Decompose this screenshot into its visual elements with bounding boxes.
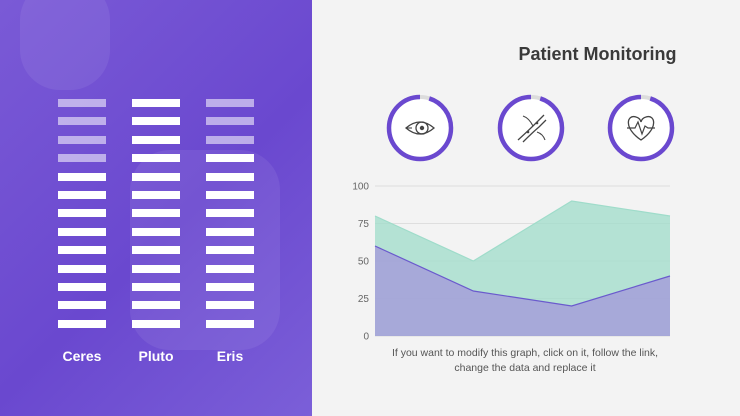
level-bar <box>206 172 254 181</box>
level-bar <box>206 282 254 291</box>
area-chart[interactable]: 0 25 50 75 100 <box>340 176 680 351</box>
level-bar <box>58 190 106 199</box>
blood-vessel-icon <box>517 114 547 143</box>
level-bar <box>58 154 106 163</box>
level-bar <box>132 264 180 273</box>
level-bar <box>206 227 254 236</box>
level-bar <box>206 246 254 255</box>
level-bar <box>206 117 254 126</box>
series-area-2 <box>375 246 670 336</box>
level-bar <box>132 301 180 310</box>
heart-rate-icon <box>627 115 655 141</box>
level-bar <box>132 117 180 126</box>
y-tick-label: 75 <box>358 219 370 230</box>
level-bar <box>132 99 180 107</box>
level-bar <box>132 209 180 218</box>
level-bar <box>58 227 106 236</box>
y-tick-label: 0 <box>363 332 369 343</box>
level-bar <box>206 135 254 144</box>
eye-icon <box>405 121 435 135</box>
y-tick-label: 50 <box>358 257 370 268</box>
level-bar <box>58 117 106 126</box>
level-bar <box>58 319 106 328</box>
left-panel: Ceres Pluto Eris <box>0 0 312 416</box>
level-bar <box>58 99 106 107</box>
level-bar <box>58 209 106 218</box>
level-bar <box>58 172 106 181</box>
level-bar <box>132 172 180 181</box>
column-label: Pluto <box>138 348 174 364</box>
level-bar <box>132 319 180 328</box>
background-photo <box>20 0 110 90</box>
level-bar <box>206 301 254 310</box>
level-bar <box>206 99 254 107</box>
column-label: Eris <box>216 348 244 364</box>
y-tick-label: 100 <box>352 182 369 193</box>
heart-rate-progress-ring <box>607 94 675 162</box>
level-bar <box>132 135 180 144</box>
series-line-2 <box>374 245 671 307</box>
level-bar <box>206 190 254 199</box>
bar-column-ceres <box>58 99 106 338</box>
level-bar <box>132 246 180 255</box>
level-bar <box>58 264 106 273</box>
level-bar <box>206 264 254 273</box>
ring-progress <box>497 94 565 162</box>
level-bar <box>132 190 180 199</box>
column-label: Ceres <box>62 348 102 364</box>
level-bar <box>132 282 180 291</box>
bar-column-eris <box>206 99 254 338</box>
series-line-1 <box>374 200 671 262</box>
level-bar <box>206 209 254 218</box>
ring-progress <box>607 94 675 162</box>
level-bar <box>206 154 254 163</box>
level-bar <box>58 301 106 310</box>
level-bar <box>132 154 180 163</box>
level-bar <box>58 282 106 291</box>
chart-svg: 0 25 50 75 100 <box>352 182 671 343</box>
ring-progress <box>386 94 454 162</box>
blood-vessel-progress-ring <box>497 94 565 162</box>
level-bar <box>58 246 106 255</box>
eye-progress-ring <box>386 94 454 162</box>
y-tick-label: 25 <box>358 294 370 305</box>
bar-column-pluto <box>132 99 180 338</box>
level-bar <box>58 135 106 144</box>
page-title: Patient Monitoring <box>518 44 677 64</box>
level-bar <box>132 227 180 236</box>
chart-caption: If you want to modify this graph, click … <box>391 347 659 374</box>
level-bar <box>206 319 254 328</box>
